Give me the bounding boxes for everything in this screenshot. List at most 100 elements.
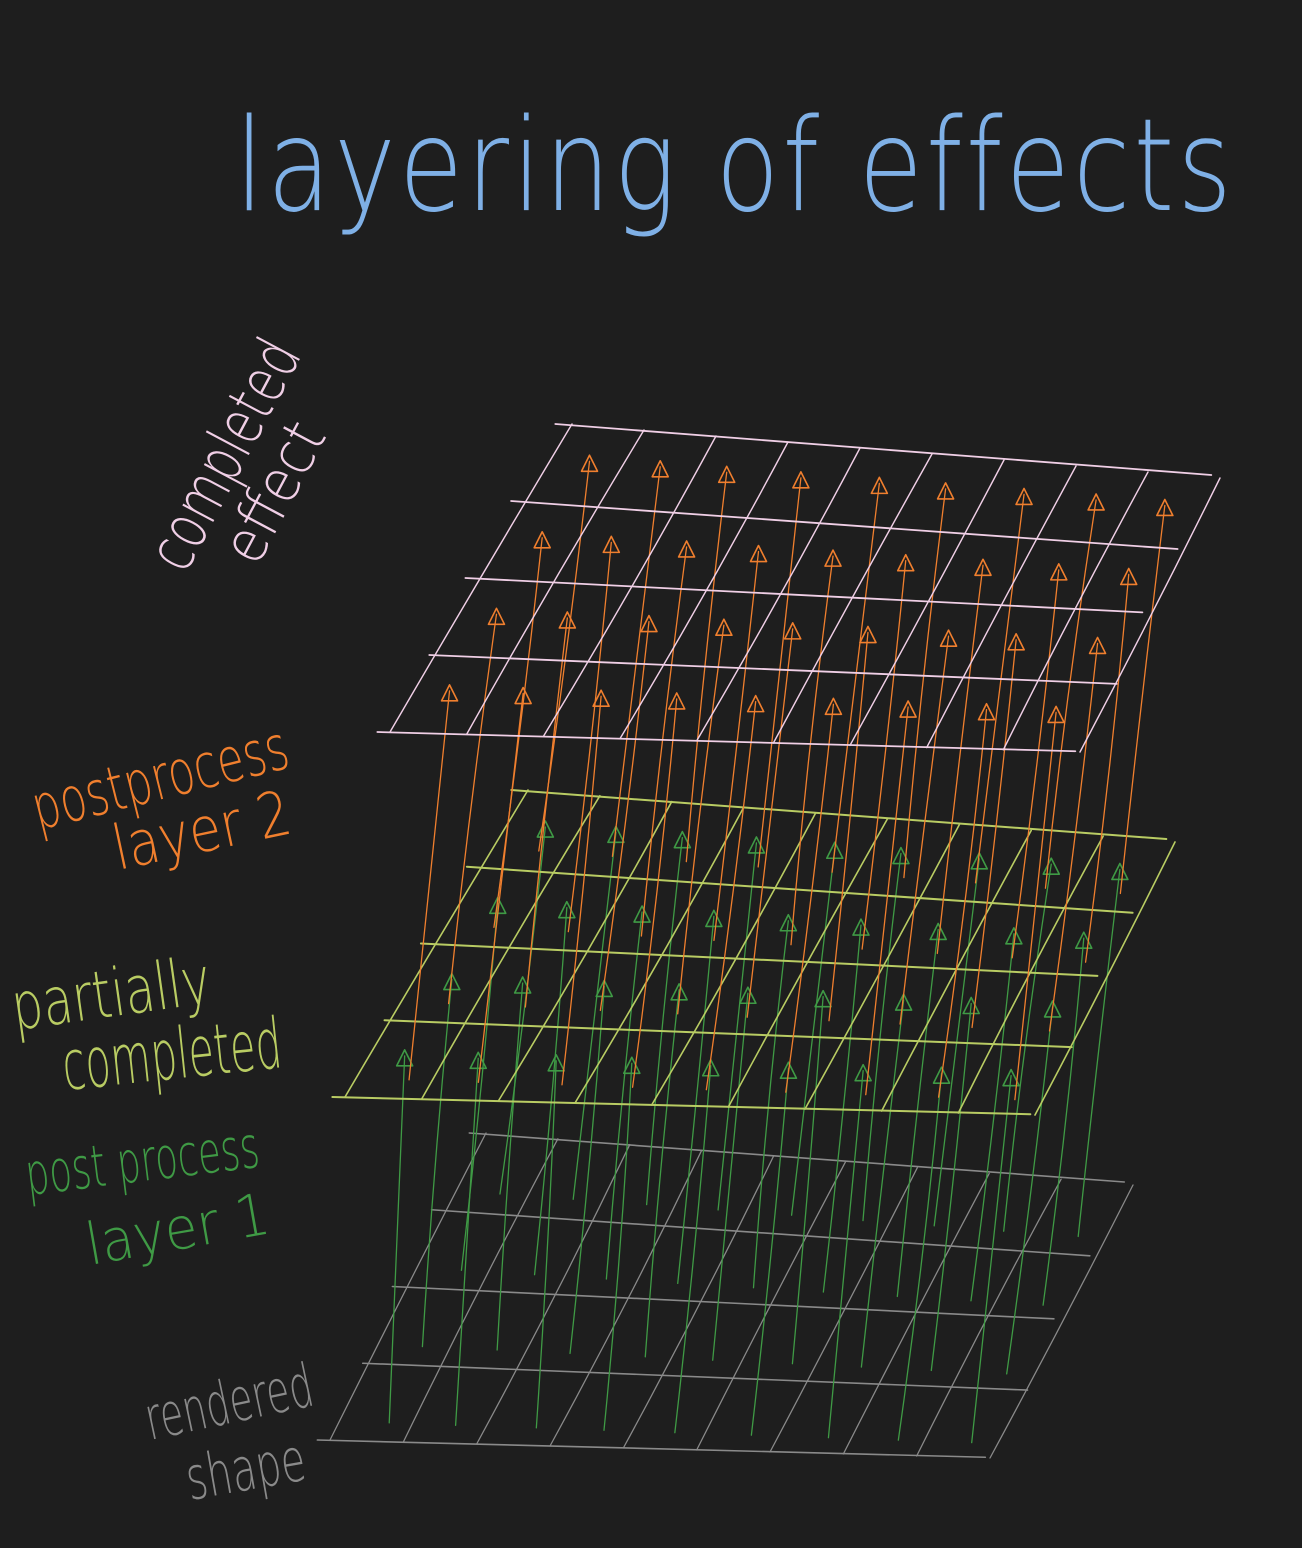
postprocess-layer-2-arrow-head — [602, 535, 621, 554]
postprocess-layer-2-arrow-line — [677, 624, 725, 1015]
postprocess-layer-2-arrow-head — [1156, 498, 1174, 517]
postprocess-layer-2-arrow-head — [717, 465, 736, 484]
postprocess-layer-2-arrow-head — [1088, 636, 1107, 655]
postprocess-layer-2-arrow-line — [1011, 569, 1060, 959]
postprocess-layer-2-arrow-line — [903, 488, 947, 879]
rendered-grid-column-line — [622, 1155, 775, 1449]
postprocess-layer-2-arrow-head — [440, 684, 459, 702]
postprocess-layer-1-arrow-line — [454, 1057, 479, 1426]
postprocess-layer-2-arrow-head — [1087, 493, 1105, 511]
postprocess-layer-2-arrow-line — [561, 695, 602, 1086]
postprocess-layer-1-arrow-head — [1043, 1000, 1062, 1018]
rendered-grid-column-line — [989, 1184, 1134, 1459]
completed-grid-column-line — [619, 441, 789, 740]
postprocess-layer-2-arrow-line — [611, 466, 661, 857]
partial-grid-column-line — [1034, 841, 1176, 1116]
postprocess-layer-2-arrow-head — [1047, 705, 1065, 724]
postprocess-layer-1-arrow-head — [892, 846, 910, 865]
completed-grid-column-line — [772, 453, 933, 744]
postprocess-layer-2-arrow-line — [447, 613, 498, 1005]
postprocess-layer-2-arrow-head — [1119, 567, 1138, 586]
label-postprocess-layer-2: postprocess layer 2 — [24, 710, 297, 884]
postprocess-layer-2-arrow-head — [896, 553, 915, 572]
partial-grid-column-line — [804, 823, 961, 1110]
postprocess-layer-1-arrow-head — [443, 972, 461, 991]
postprocess-layer-1-arrow-head — [705, 909, 723, 928]
postprocess-layer-1-arrow-head — [633, 905, 651, 923]
postprocess-layer-1-arrow-head — [854, 1063, 872, 1082]
rendered-grid-column-line — [696, 1161, 847, 1451]
postprocess-layer-1-arrow-line — [717, 842, 758, 1211]
postprocess-layer-1-arrow-line — [499, 826, 546, 1195]
partial-grid-row-line — [383, 1019, 1073, 1049]
postprocess-layer-1-arrow-line — [1003, 863, 1052, 1232]
postprocess-layer-2-arrow-line — [785, 703, 835, 1093]
postprocess-layer-2-arrow-line — [1014, 711, 1057, 1101]
postprocess-layer-1-arrow-line — [644, 989, 680, 1358]
rendered-grid-column-line — [329, 1132, 487, 1441]
postprocess-layer-2-arrow-head — [677, 540, 696, 558]
postprocess-layer-1-arrow-head — [779, 1061, 798, 1080]
postprocess-layer-1-arrow-head — [894, 993, 913, 1011]
partial-grid-row-line — [419, 942, 1099, 977]
postprocess-layer-1-arrow-line — [388, 1055, 406, 1424]
postprocess-layer-1-arrow-line — [535, 1060, 557, 1429]
postprocess-layer-2-arrow-line — [477, 692, 524, 1083]
postprocess-layer-2-arrow-line — [599, 620, 650, 1012]
label-rendered-shape: rendered shape — [139, 1351, 320, 1515]
postprocess-layer-2-arrow-head — [558, 611, 577, 629]
rendered-grid-row-line — [430, 1208, 1091, 1257]
label-partially-completed: partially completed — [7, 942, 286, 1107]
postprocess-layer-1-arrow-head — [739, 986, 757, 1005]
label-postprocess-layer-1: post process layer 1 — [21, 1113, 274, 1279]
postprocess-layer-2-arrow-line — [831, 482, 880, 873]
postprocess-layer-1-arrow-line — [712, 992, 749, 1361]
postprocess-layer-1-arrow-head — [395, 1049, 414, 1067]
postprocess-layer-1-arrow-line — [827, 1070, 864, 1439]
postprocess-layer-2-arrow-head — [580, 454, 599, 473]
postprocess-layer-1-arrow-head — [814, 989, 832, 1008]
completed-grid-column-line — [695, 447, 861, 742]
completed-grid-column-line — [465, 429, 645, 735]
postprocess-layer-1-arrow-line — [971, 1074, 1012, 1444]
postprocess-layer-1-arrow-line — [897, 1072, 943, 1441]
postprocess-layer-2-arrow-line — [1119, 504, 1166, 895]
rendered-grid-column-line — [916, 1178, 1062, 1457]
completed-grid-row-line — [554, 423, 1213, 476]
postprocess-layer-2-arrow-line — [974, 493, 1025, 884]
postprocess-layer-2-arrow-head — [870, 476, 889, 495]
postprocess-layer-1-arrows — [388, 820, 1129, 1444]
postprocess-layer-1-arrow-head — [1002, 1068, 1020, 1087]
postprocess-layer-1-arrow-head — [547, 1054, 565, 1072]
postprocess-layer-2-arrow-line — [790, 555, 834, 946]
completed-grid-column-line — [389, 423, 573, 733]
postprocess-layer-2-arrow-head — [640, 614, 658, 633]
postprocess-layer-2-arrow-head — [667, 692, 686, 710]
postprocess-layer-1-arrow-head — [701, 1058, 720, 1077]
postprocess-layer-2-arrow-head — [514, 686, 532, 705]
postprocess-layer-2-arrow-head — [859, 625, 877, 644]
postprocess-layer-1-arrow-line — [605, 911, 643, 1280]
postprocess-layer-1-arrow-line — [791, 996, 824, 1365]
postprocess-layer-1-arrow-line — [860, 999, 905, 1368]
postprocess-layer-1-arrow-line — [569, 985, 605, 1355]
rendered-grid-column-line — [549, 1149, 703, 1447]
postprocess-layer-2-arrow-line — [1044, 499, 1097, 889]
postprocess-layer-2-arrow-head — [1007, 632, 1025, 651]
rendered-grid-row-line — [468, 1132, 1126, 1183]
postprocess-layer-2-arrow-line — [713, 550, 760, 942]
postprocess-layer-1-arrow-head — [469, 1051, 488, 1070]
postprocess-layer-2-arrow-head — [824, 549, 842, 567]
completed-grid-row-line — [464, 577, 1144, 614]
postprocess-layer-1-arrow-line — [645, 836, 683, 1206]
postprocess-layer-2-arrow-head — [487, 607, 506, 626]
rendered-grid-column-line — [842, 1172, 990, 1455]
partial-grid-column-line — [497, 800, 673, 1102]
postprocess-layer-1-arrow-line — [603, 1062, 633, 1431]
postprocess-layer-1-arrow-head — [929, 922, 947, 941]
postprocess-layer-1-arrow-head — [1074, 931, 1093, 949]
postprocess-layer-2-arrow-line — [493, 537, 543, 928]
postprocess-layer-2-arrow-head — [1015, 487, 1033, 506]
postprocess-layer-2-arrow-head — [746, 694, 765, 713]
